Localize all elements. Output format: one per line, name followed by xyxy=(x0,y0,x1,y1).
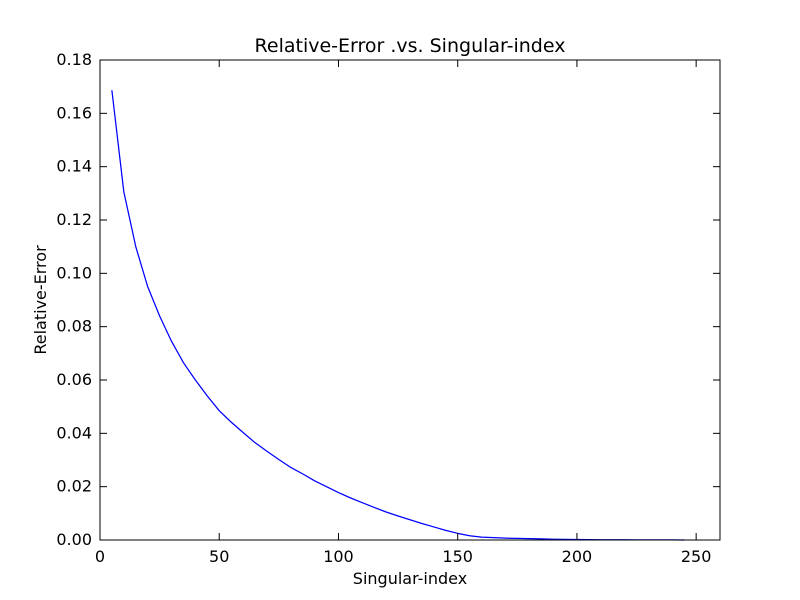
chart-title: Relative-Error .vs. Singular-index xyxy=(255,35,566,57)
x-tick-label: 50 xyxy=(209,547,229,566)
y-tick-label: 0.12 xyxy=(56,210,92,229)
y-tick-label: 0.02 xyxy=(56,477,92,496)
x-tick-label: 100 xyxy=(323,547,354,566)
y-tick-label: 0.04 xyxy=(56,423,92,442)
y-tick-label: 0.16 xyxy=(56,103,92,122)
y-tick-label: 0.10 xyxy=(56,263,92,282)
plot-background xyxy=(100,60,720,540)
y-tick-label: 0.18 xyxy=(56,50,92,69)
x-tick-label: 250 xyxy=(681,547,712,566)
y-tick-label: 0.00 xyxy=(56,530,92,549)
y-tick-label: 0.14 xyxy=(56,157,92,176)
y-axis-label: Relative-Error xyxy=(31,245,50,355)
y-tick-label: 0.06 xyxy=(56,370,92,389)
axes-layer: 0 50 100 150 200 250 0.00 0.02 0.04 0.06 0.08 0.10 0… xyxy=(56,50,721,566)
plot-area xyxy=(100,60,720,540)
plot-frame xyxy=(99,59,721,541)
x-tick-label: 150 xyxy=(442,547,473,566)
x-tick-label: 200 xyxy=(562,547,593,566)
y-tick-label: 0.08 xyxy=(56,317,92,336)
label-layer: Relative-Error .vs. Singular-index Singu… xyxy=(31,35,565,588)
x-tick-label: 0 xyxy=(95,547,105,566)
x-axis-label: Singular-index xyxy=(353,569,467,588)
